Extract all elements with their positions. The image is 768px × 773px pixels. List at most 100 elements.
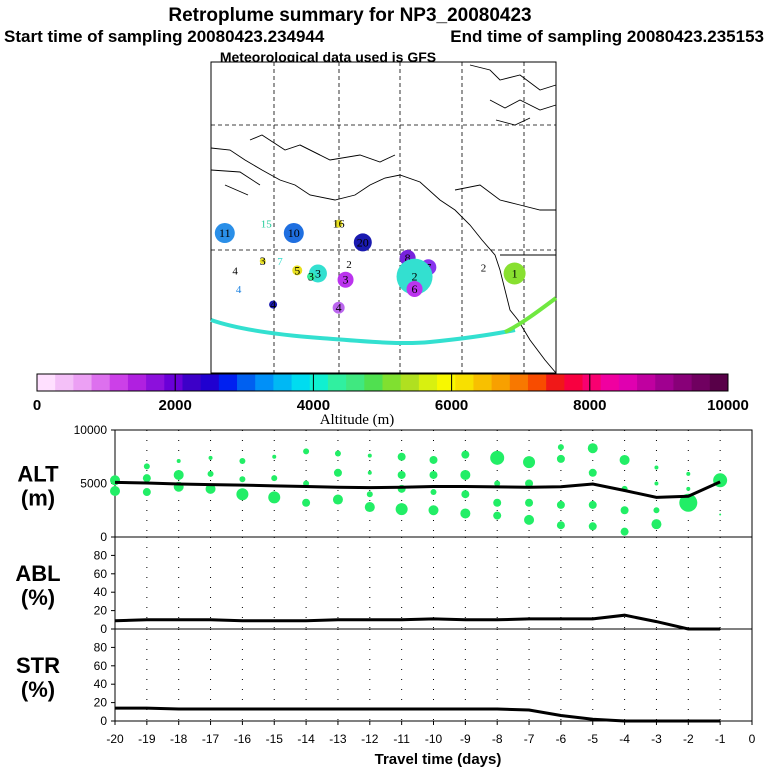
colorbar-cell xyxy=(709,374,729,391)
altitude-dot xyxy=(525,498,534,507)
colorbar-tick-label: 0 xyxy=(33,397,41,414)
map-frame xyxy=(210,61,557,374)
cluster-marker xyxy=(396,258,433,295)
altitude-dot xyxy=(461,450,470,459)
colorbar-cell xyxy=(164,374,183,391)
colorbar-cell xyxy=(91,374,111,391)
colorbar-cell xyxy=(473,374,493,391)
cluster-label: 7 xyxy=(277,256,283,268)
y-axis-unit: (m) xyxy=(21,486,55,511)
altitude-dot xyxy=(207,470,214,477)
cluster-label: 10 xyxy=(288,226,300,240)
colorbar-cell xyxy=(546,374,565,391)
altitude-dot xyxy=(176,459,181,464)
colorbar-cell xyxy=(146,374,165,391)
altitude-dot xyxy=(686,471,691,476)
altitude-dot xyxy=(395,503,408,516)
x-tick-label: -2 xyxy=(683,732,694,746)
y-tick-label: 80 xyxy=(94,640,108,654)
x-tick-label: -16 xyxy=(234,732,252,746)
colorbar-cell xyxy=(55,374,74,391)
altitude-dot xyxy=(397,452,406,461)
altitude-dot xyxy=(205,483,216,494)
y-tick-label: 0 xyxy=(100,622,107,636)
colorbar-cell xyxy=(491,374,511,391)
y-tick-label: 60 xyxy=(94,659,108,673)
colorbar-cell xyxy=(618,374,638,391)
x-tick-label: -13 xyxy=(329,732,347,746)
altitude-dot xyxy=(268,491,281,504)
colorbar-cell xyxy=(400,374,420,391)
x-tick-label: -8 xyxy=(492,732,503,746)
panel-abl: 0 20 40 60 80 ABL(%) xyxy=(15,536,753,636)
altitude-dot xyxy=(588,500,597,509)
altitude-dot xyxy=(173,469,184,480)
cluster-marker xyxy=(259,258,266,265)
altitude-dot xyxy=(523,456,536,469)
altitude-dot xyxy=(494,480,501,487)
colorbar-cell xyxy=(309,374,329,391)
colorbar-cell xyxy=(691,374,711,391)
trajectory-line xyxy=(210,318,516,346)
cluster-label: 3 xyxy=(343,273,349,287)
altitude-dot xyxy=(333,468,342,477)
colorbar-cell xyxy=(673,374,693,391)
panel-alt: 0 5000 10000 ALT(m) xyxy=(17,423,753,544)
altitude-dot xyxy=(460,508,471,519)
y-axis-unit: (%) xyxy=(21,677,55,702)
y-tick-label: 60 xyxy=(94,567,108,581)
coastlines xyxy=(210,64,557,374)
altitude-dot xyxy=(239,476,246,483)
altitude-dot xyxy=(461,490,470,499)
altitude-dot xyxy=(525,479,534,488)
x-tick-label: -20 xyxy=(106,732,124,746)
altitude-dot xyxy=(208,455,213,460)
y-axis-label: ABL xyxy=(15,561,60,586)
altitude-dot xyxy=(397,470,406,479)
altitude-dot xyxy=(239,458,246,465)
cluster-label: 11 xyxy=(219,226,231,240)
cluster-marker xyxy=(292,265,303,276)
x-tick-label: -19 xyxy=(138,732,156,746)
altitude-dot xyxy=(619,454,630,465)
altitude-dot xyxy=(460,469,471,480)
altitude-dot xyxy=(110,485,120,496)
cluster-label: 1 xyxy=(512,266,518,280)
start-time-label: Start time of sampling 20080423.234944 xyxy=(4,27,325,46)
series-line-str xyxy=(115,706,721,723)
altitude-dot xyxy=(366,491,373,498)
altitude-dot xyxy=(367,453,372,458)
map-panel: 111015162037287453332214644 xyxy=(210,61,558,374)
cluster-marker xyxy=(307,272,316,281)
y-tick-label: 0 xyxy=(100,714,107,728)
y-tick-label: 10000 xyxy=(74,423,108,437)
y-axis-label: ALT xyxy=(17,462,59,487)
altitude-dot xyxy=(271,475,278,482)
y-tick-label: 80 xyxy=(94,548,108,562)
altitude-dot xyxy=(651,519,662,530)
altitude-dot xyxy=(490,450,505,465)
cluster-label: 4 xyxy=(336,301,342,315)
panel-frame xyxy=(114,536,753,630)
altitude-dot xyxy=(556,454,565,463)
colorbar-cell xyxy=(637,374,656,391)
cluster-marker xyxy=(269,300,278,309)
altitude-dot xyxy=(236,488,249,501)
altitude-dot xyxy=(557,444,564,451)
x-tick-label: -18 xyxy=(170,732,188,746)
altitude-dot xyxy=(429,455,438,464)
altitude-dot xyxy=(142,488,151,497)
altitude-dot xyxy=(493,498,502,507)
cluster-label: 15 xyxy=(261,219,273,231)
colorbar-cell xyxy=(127,374,147,391)
colorbar-cell xyxy=(237,374,256,391)
colorbar-cell xyxy=(382,374,402,391)
colorbar-cells xyxy=(37,374,729,391)
panel-frame xyxy=(114,628,753,722)
altitude-dot xyxy=(524,514,535,525)
altitude-dot xyxy=(588,468,597,477)
cluster-marker xyxy=(214,223,235,244)
cluster-label: 4 xyxy=(236,284,242,296)
